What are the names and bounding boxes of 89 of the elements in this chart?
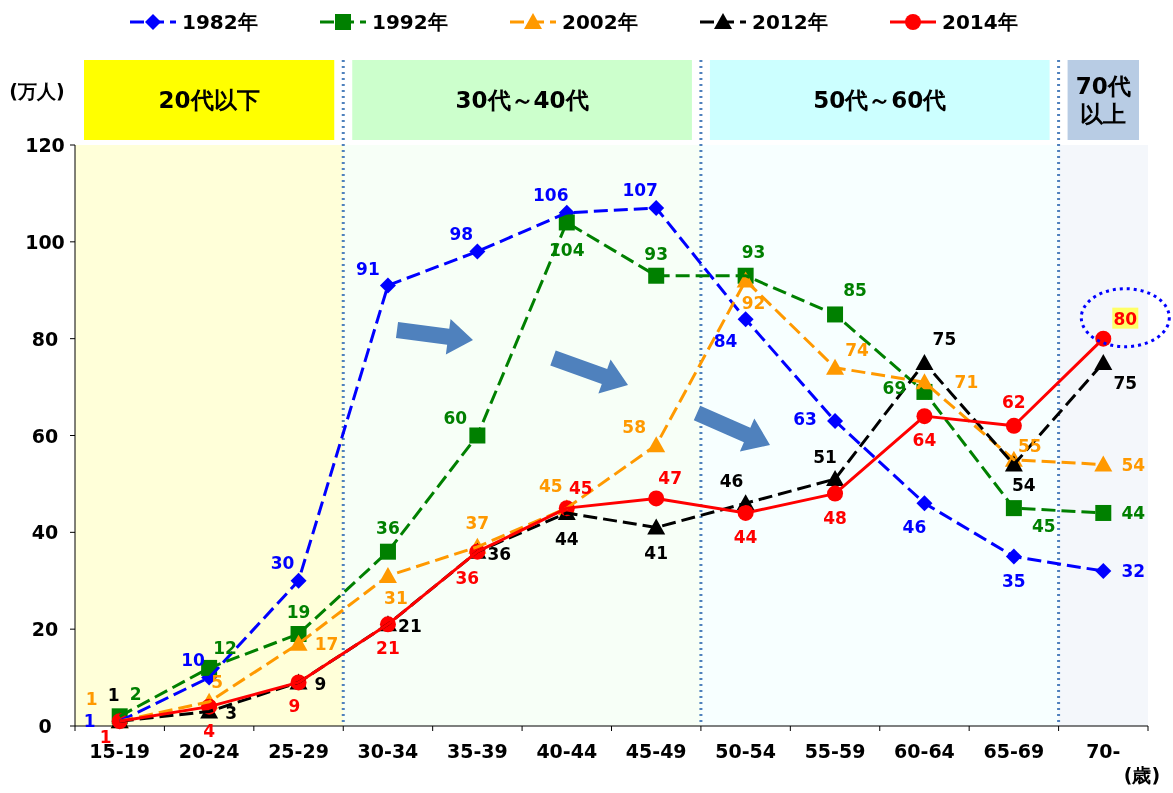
data-label: 47	[658, 468, 683, 489]
data-label: 37	[465, 512, 490, 533]
data-label: 32	[1121, 561, 1146, 582]
data-label: 36	[376, 517, 400, 538]
data-label: 5	[211, 671, 224, 692]
y-tick-label: 120	[25, 134, 65, 156]
data-label: 75	[932, 328, 957, 349]
data-label: 30	[270, 552, 295, 573]
data-label: 106	[533, 184, 569, 205]
data-label: 41	[644, 543, 669, 564]
band-label: 30代～40代	[455, 87, 589, 113]
x-tick-label: 35-39	[446, 740, 508, 762]
legend-label: 2014年	[942, 10, 1018, 34]
data-label: 21	[398, 616, 422, 637]
data-label: 12	[213, 637, 237, 658]
data-label: 31	[384, 587, 408, 608]
x-tick-label: 60-64	[894, 740, 955, 762]
data-label: 80	[1113, 308, 1138, 329]
data-label: 63	[793, 408, 817, 429]
data-label: 62	[1002, 391, 1026, 412]
data-label: 10	[181, 649, 206, 670]
data-label: 9	[314, 674, 327, 695]
data-label: 4	[203, 720, 216, 741]
data-label: 91	[356, 259, 380, 280]
data-label: 93	[644, 243, 669, 264]
data-label: 45	[1032, 516, 1056, 537]
data-label: 46	[902, 517, 927, 538]
data-label: 1	[83, 711, 96, 732]
data-label: 69	[882, 377, 907, 398]
band-label: 20代以下	[158, 87, 260, 113]
y-tick-label: 20	[31, 618, 59, 641]
y-tick-label: 100	[25, 230, 65, 253]
legend-label: 2012年	[752, 10, 828, 34]
x-tick-label: 55-59	[804, 740, 866, 762]
band-label: 50代～60代	[813, 87, 947, 113]
data-label: 1	[107, 685, 120, 706]
y-axis-title: (万人)	[9, 80, 65, 102]
data-label: 74	[845, 339, 870, 360]
x-tick-label: 65-69	[983, 740, 1045, 762]
x-tick-label: 25-29	[268, 740, 329, 762]
x-tick-label: 50-54	[715, 740, 777, 762]
data-label: 9	[288, 696, 301, 717]
x-tick-label: 30-34	[357, 740, 419, 762]
data-label: 36	[455, 567, 480, 588]
point	[1095, 504, 1112, 521]
data-label: 98	[449, 223, 474, 244]
data-label: 17	[314, 633, 339, 654]
data-label: 35	[1002, 570, 1026, 591]
y-tick-label: 0	[38, 715, 52, 737]
x-tick-label: 45-49	[625, 740, 687, 762]
legend-label: 1982年	[182, 10, 258, 34]
point	[1095, 563, 1112, 580]
data-label: 54	[1121, 454, 1146, 475]
data-label: 107	[622, 179, 658, 200]
x-tick-label: 70-	[1086, 740, 1121, 762]
data-label: 45	[538, 476, 563, 497]
data-label: 45	[568, 478, 593, 499]
data-label: 44	[733, 526, 758, 547]
data-label: 71	[954, 372, 979, 393]
data-label: 2	[129, 684, 142, 705]
data-label: 64	[912, 430, 937, 451]
data-label: 19	[286, 602, 311, 623]
legend-label: 1992年	[372, 10, 448, 34]
data-label: 48	[823, 507, 847, 528]
data-label: 84	[713, 331, 738, 352]
legend-label: 2002年	[562, 10, 638, 34]
x-tick-label: 20-24	[178, 740, 240, 762]
band-label: 70代以上	[1075, 73, 1131, 127]
data-label: 44	[554, 528, 579, 549]
y-tick-label: 60	[31, 424, 59, 447]
y-tick-label: 40	[31, 521, 59, 544]
data-label: 58	[622, 417, 647, 438]
y-tick-label: 80	[31, 327, 59, 350]
data-label: 36	[487, 543, 512, 564]
data-label: 1	[85, 689, 98, 710]
data-label: 85	[843, 280, 867, 301]
data-label: 46	[719, 471, 744, 492]
x-axis-title: (歳)	[1123, 764, 1161, 786]
data-label: 51	[813, 447, 837, 468]
data-label: 44	[1121, 502, 1146, 523]
data-label: 92	[741, 292, 766, 313]
data-label: 75	[1113, 372, 1138, 393]
data-label: 21	[376, 638, 400, 659]
data-label: 60	[443, 407, 468, 428]
x-tick-label: 40-44	[536, 740, 598, 762]
point	[1094, 455, 1113, 472]
data-label: 93	[741, 241, 766, 262]
data-label: 3	[225, 703, 238, 724]
data-label: 54	[1012, 474, 1036, 495]
